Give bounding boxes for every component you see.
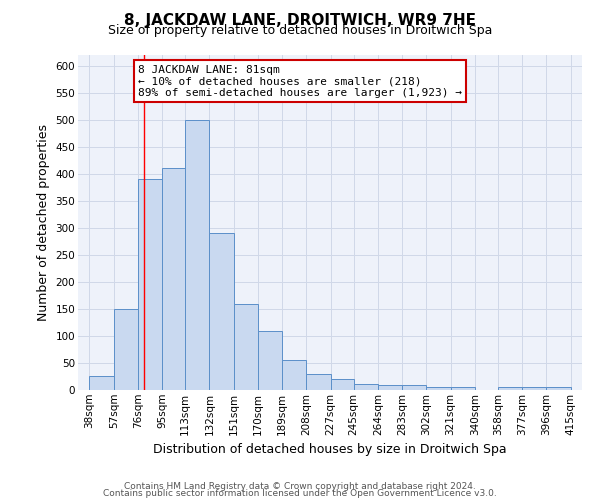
- Bar: [258, 330, 282, 390]
- Bar: [209, 234, 233, 390]
- Bar: [185, 120, 209, 390]
- Bar: [498, 388, 522, 390]
- Text: 8, JACKDAW LANE, DROITWICH, WR9 7HE: 8, JACKDAW LANE, DROITWICH, WR9 7HE: [124, 12, 476, 28]
- Bar: [138, 180, 162, 390]
- X-axis label: Distribution of detached houses by size in Droitwich Spa: Distribution of detached houses by size …: [153, 443, 507, 456]
- Bar: [307, 374, 331, 390]
- Text: 8 JACKDAW LANE: 81sqm
← 10% of detached houses are smaller (218)
89% of semi-det: 8 JACKDAW LANE: 81sqm ← 10% of detached …: [138, 64, 462, 98]
- Bar: [233, 304, 258, 390]
- Bar: [427, 388, 451, 390]
- Bar: [282, 360, 307, 390]
- Text: Size of property relative to detached houses in Droitwich Spa: Size of property relative to detached ho…: [108, 24, 492, 37]
- Bar: [331, 379, 353, 390]
- Bar: [162, 168, 185, 390]
- Bar: [353, 384, 378, 390]
- Text: Contains HM Land Registry data © Crown copyright and database right 2024.: Contains HM Land Registry data © Crown c…: [124, 482, 476, 491]
- Bar: [89, 376, 114, 390]
- Text: Contains public sector information licensed under the Open Government Licence v3: Contains public sector information licen…: [103, 488, 497, 498]
- Bar: [114, 309, 138, 390]
- Y-axis label: Number of detached properties: Number of detached properties: [37, 124, 50, 321]
- Bar: [451, 388, 475, 390]
- Bar: [546, 388, 571, 390]
- Bar: [378, 384, 402, 390]
- Bar: [522, 388, 546, 390]
- Bar: [402, 384, 427, 390]
